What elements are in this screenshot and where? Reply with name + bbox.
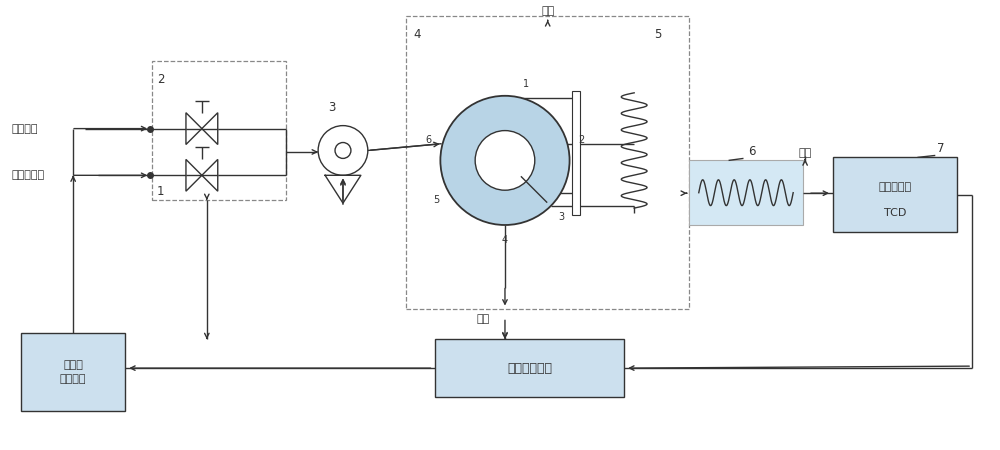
FancyBboxPatch shape: [689, 160, 803, 225]
FancyBboxPatch shape: [833, 158, 957, 232]
Text: 4: 4: [414, 28, 421, 41]
FancyBboxPatch shape: [572, 91, 580, 215]
FancyBboxPatch shape: [21, 333, 125, 411]
Text: 2: 2: [579, 135, 585, 145]
Text: 监控报警平台: 监控报警平台: [507, 362, 552, 374]
Text: 纯化器
切换装置: 纯化器 切换装置: [60, 360, 86, 384]
Text: 1: 1: [157, 185, 165, 198]
Text: 6: 6: [425, 135, 431, 145]
Text: 7: 7: [937, 143, 945, 155]
Text: 3: 3: [328, 101, 335, 114]
Text: 氨气罐区: 氨气罐区: [11, 124, 38, 134]
Text: 纯化器出口: 纯化器出口: [11, 170, 44, 180]
FancyBboxPatch shape: [152, 61, 286, 200]
Text: 载气: 载气: [798, 148, 812, 158]
Text: 5: 5: [654, 28, 661, 41]
Text: 1: 1: [522, 79, 529, 89]
Circle shape: [475, 130, 535, 190]
Text: 3: 3: [558, 212, 564, 221]
Text: 2: 2: [157, 73, 165, 86]
Text: 4: 4: [502, 235, 508, 245]
FancyBboxPatch shape: [406, 16, 689, 310]
FancyBboxPatch shape: [435, 339, 624, 397]
Text: TCD: TCD: [884, 208, 906, 218]
Text: 排空: 排空: [476, 315, 490, 324]
Text: 热导检测器: 热导检测器: [878, 182, 912, 192]
Text: 5: 5: [433, 195, 439, 205]
Text: 6: 6: [748, 145, 756, 158]
Circle shape: [440, 96, 570, 225]
Text: 载气: 载气: [541, 6, 554, 16]
